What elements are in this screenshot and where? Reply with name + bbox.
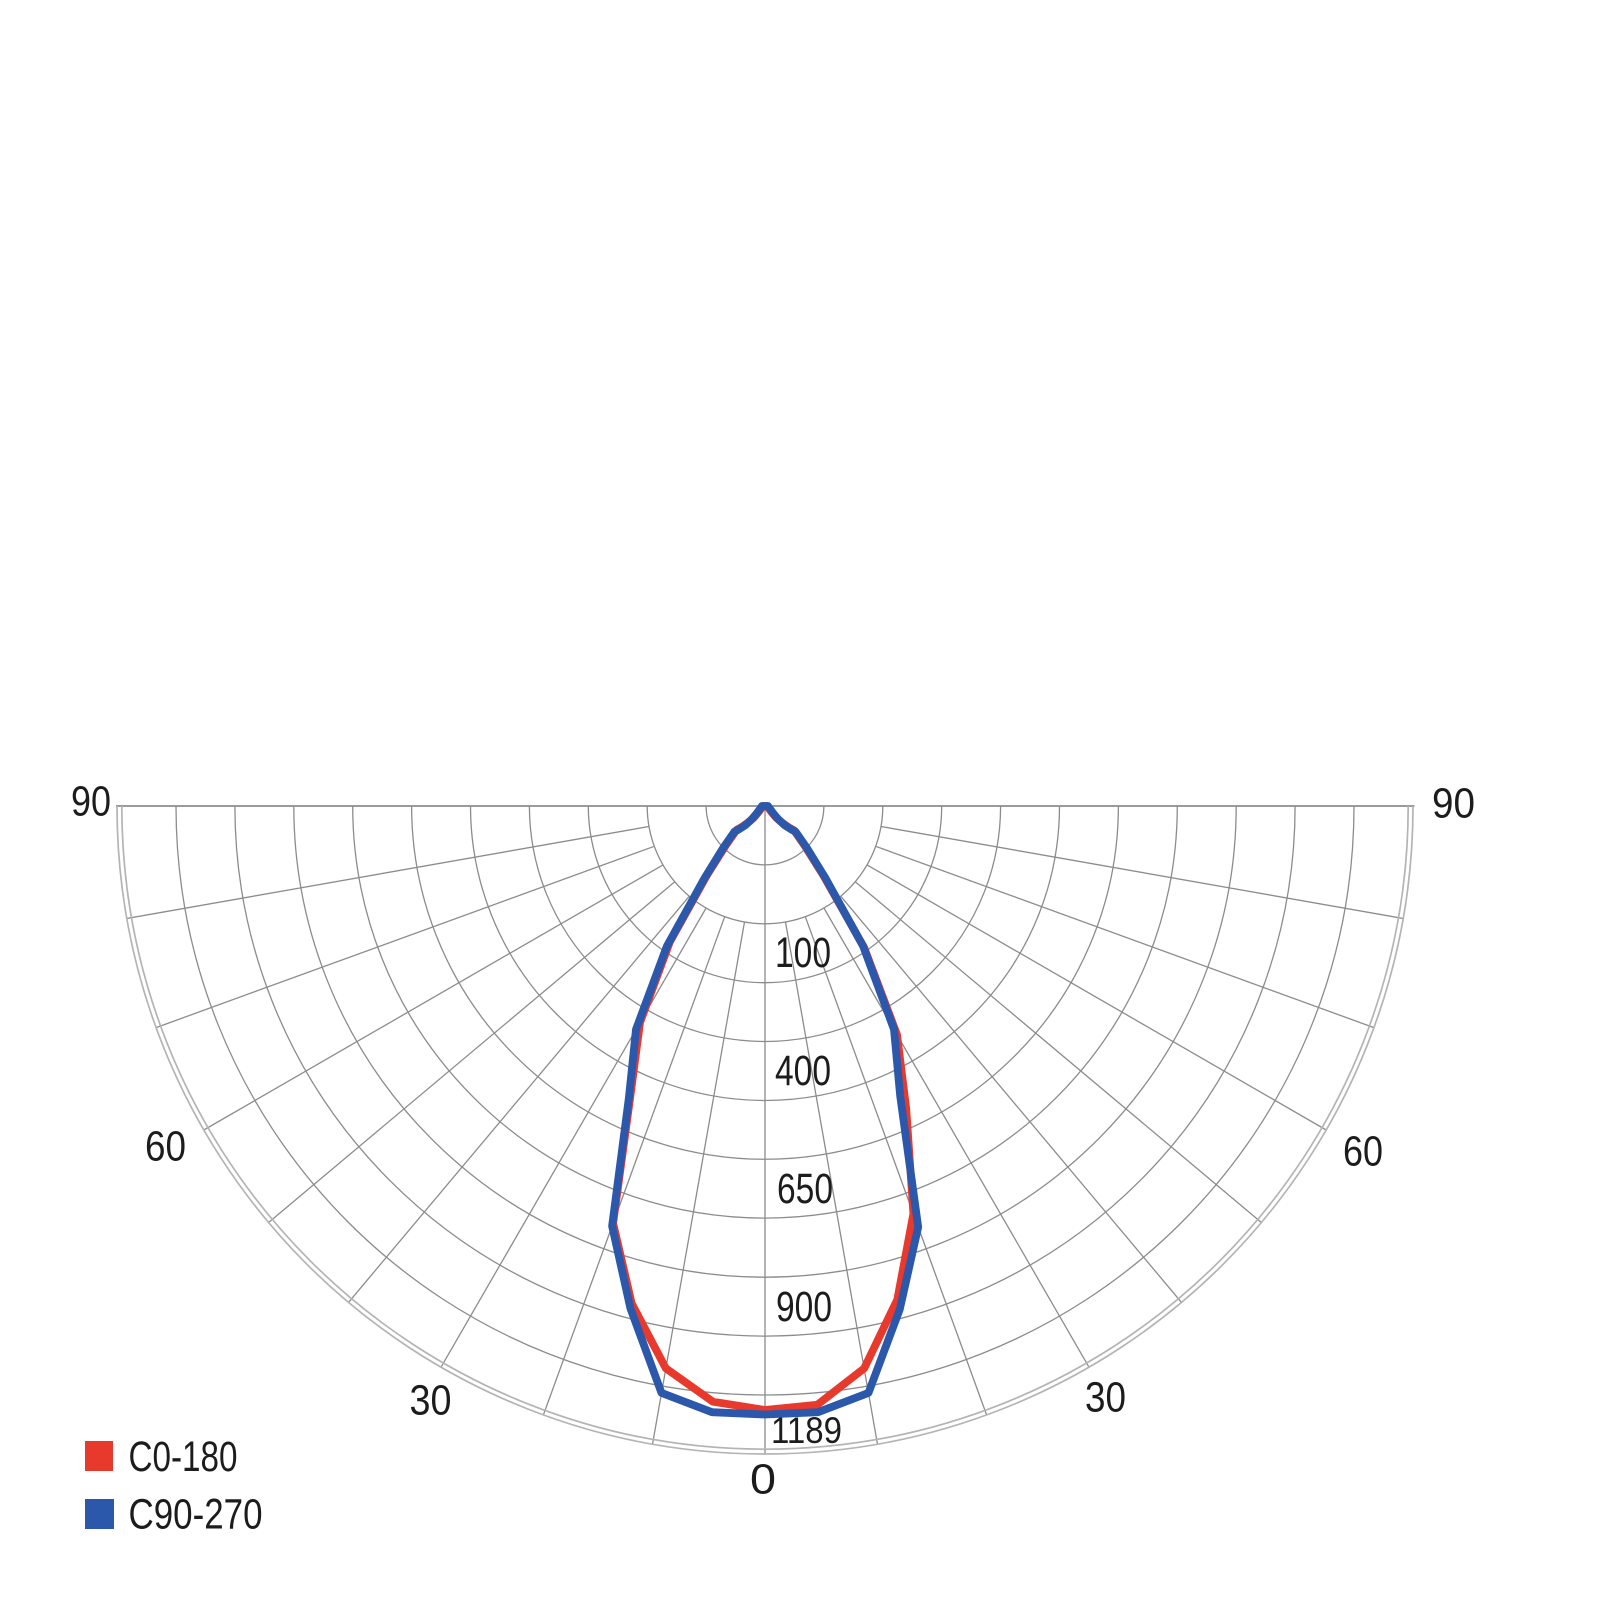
svg-text:90: 90: [1432, 780, 1475, 828]
svg-text:60: 60: [145, 1123, 186, 1171]
svg-text:400: 400: [775, 1047, 831, 1095]
svg-text:90: 90: [71, 778, 111, 826]
svg-text:650: 650: [777, 1165, 833, 1213]
svg-text:0: 0: [750, 1456, 776, 1504]
svg-text:1189: 1189: [771, 1410, 842, 1451]
svg-text:30: 30: [1085, 1374, 1126, 1422]
svg-text:100: 100: [775, 929, 831, 977]
svg-text:900: 900: [776, 1283, 832, 1331]
svg-text:30: 30: [410, 1377, 452, 1425]
svg-text:60: 60: [1343, 1128, 1383, 1176]
svg-text:C90-270: C90-270: [129, 1490, 263, 1538]
svg-text:C0-180: C0-180: [129, 1433, 238, 1481]
